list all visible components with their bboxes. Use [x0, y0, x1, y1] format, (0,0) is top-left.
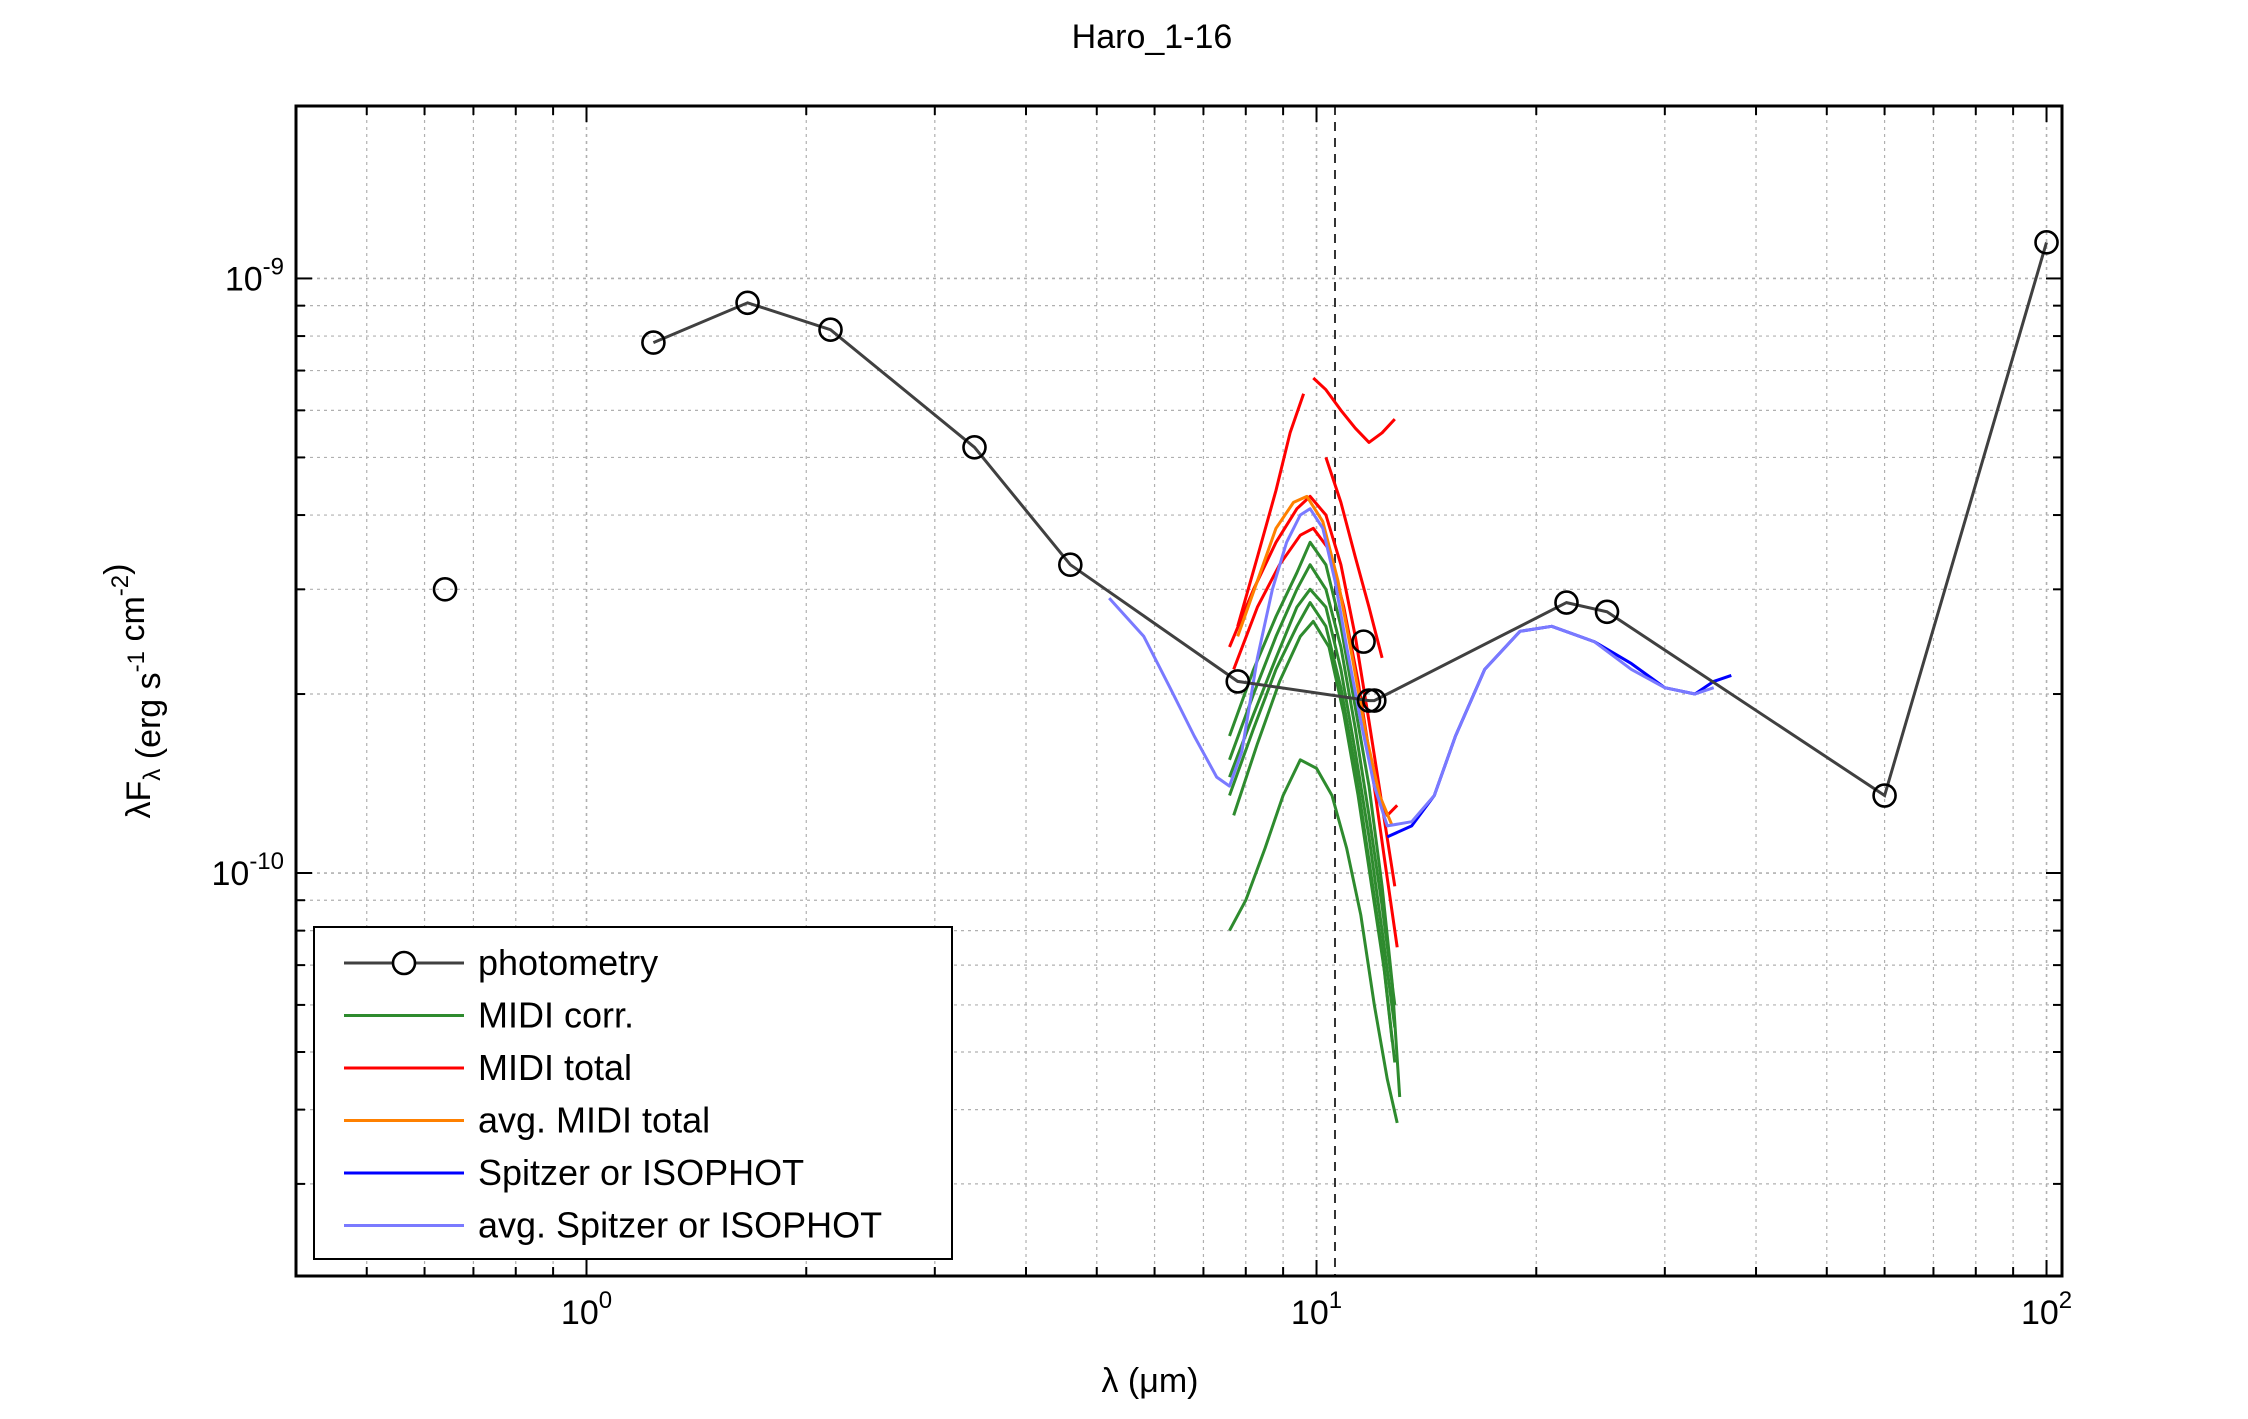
legend: photometry MIDI corr. MIDI total avg. MIDI …	[313, 926, 953, 1260]
y-tick-label: 10-9	[225, 253, 284, 298]
legend-label: Spitzer or ISOPHOT	[478, 1152, 804, 1193]
data-point	[962, 435, 987, 460]
data-point	[641, 330, 666, 355]
chart-title: Haro_1-16	[1072, 18, 1233, 56]
series-curve	[1228, 587, 1397, 1028]
x-axis-label: λ (μm)	[1101, 1362, 1198, 1400]
legend-label: avg. MIDI total	[478, 1100, 710, 1141]
data-point	[1872, 783, 1897, 808]
series-avg-spitzer-or-isophot	[1108, 507, 1715, 828]
axis-ticks: 100 101 102 10-9 10-10	[211, 106, 2072, 1332]
legend-label: MIDI corr.	[478, 995, 634, 1036]
data-point	[1554, 590, 1579, 615]
x-tick-label: 100	[561, 1287, 612, 1332]
series-curve	[1232, 619, 1397, 1063]
series-curve	[1236, 393, 1306, 627]
series-avg-midi-total	[1236, 494, 1394, 827]
series-curve	[1108, 507, 1715, 828]
data-point	[1594, 599, 1620, 625]
data-point	[818, 317, 843, 342]
series-curve	[1228, 494, 1397, 887]
data-point	[1351, 629, 1376, 654]
series-curve	[1228, 563, 1397, 1006]
series-curve	[1228, 758, 1399, 1124]
data-point	[735, 290, 760, 316]
series-curve	[1236, 494, 1394, 827]
plot-frame	[294, 104, 2064, 1278]
data-point	[1225, 669, 1251, 694]
plot-series	[313, 106, 2059, 1276]
data-point	[2034, 230, 2059, 255]
data-point	[1058, 552, 1083, 578]
y-axis-label: λFλ (erg s-1 cm-2)	[98, 564, 168, 819]
series-midi-total	[1228, 376, 1399, 948]
legend-label: avg. Spitzer or ISOPHOT	[478, 1205, 882, 1246]
x-tick-label: 101	[1291, 1287, 1342, 1332]
series-curve	[1324, 456, 1384, 659]
legend-marker	[391, 950, 417, 976]
series-photometry	[641, 230, 2059, 808]
series-curve	[1312, 376, 1396, 444]
y-tick-label: 10-10	[211, 848, 284, 893]
legend-label: photometry	[478, 942, 658, 983]
legend-box	[313, 926, 953, 1260]
series-curve	[1228, 540, 1402, 1098]
x-tick-label: 102	[2021, 1287, 2072, 1332]
data-point	[1362, 688, 1387, 713]
data-point	[432, 577, 458, 602]
legend-label: MIDI total	[478, 1047, 632, 1088]
series-line	[652, 241, 2048, 798]
series-midi-corr-	[1228, 540, 1402, 1124]
